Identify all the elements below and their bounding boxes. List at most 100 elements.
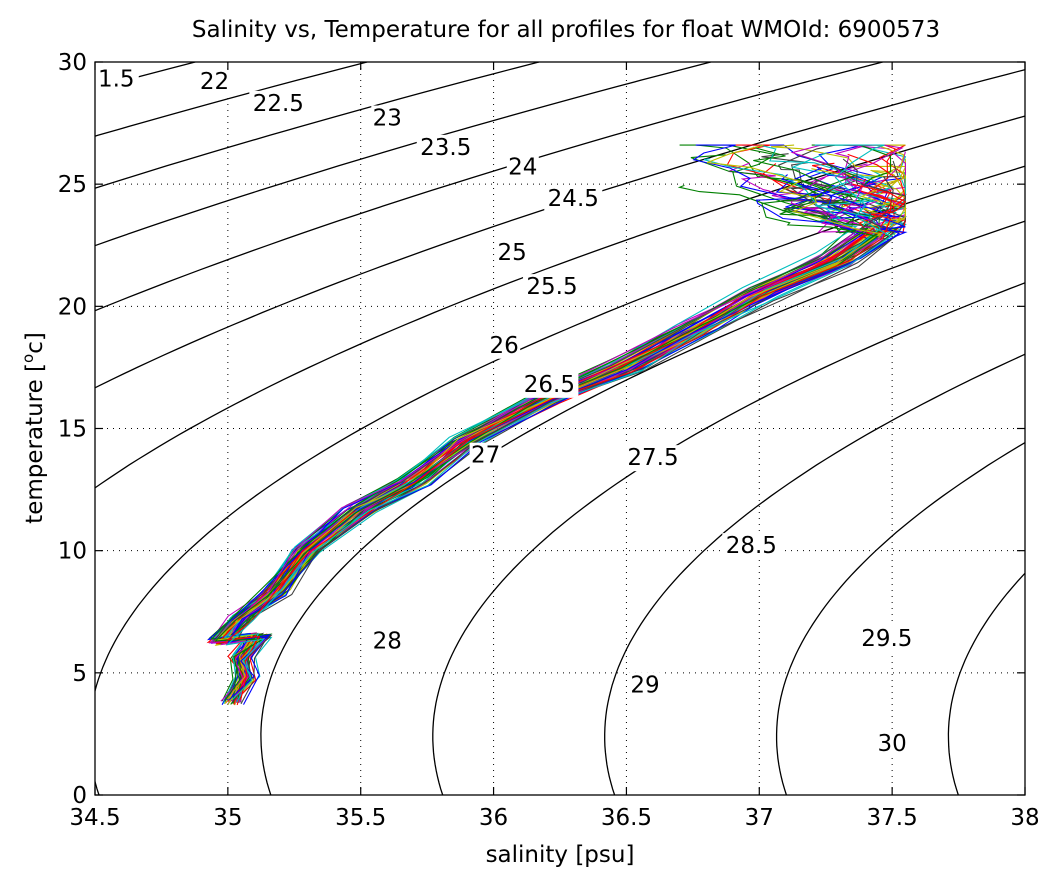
float-profile-line bbox=[208, 176, 867, 702]
contour-label: 30 bbox=[878, 731, 907, 757]
contour-label: 26.5 bbox=[524, 372, 575, 398]
density-contour bbox=[775, 441, 1025, 795]
float-profile-line bbox=[216, 163, 906, 704]
contour-label-bg bbox=[488, 332, 521, 359]
float-profile-line bbox=[213, 164, 906, 706]
float-profile-line bbox=[206, 162, 895, 703]
contour-label: 28 bbox=[373, 628, 402, 654]
contour-label-bg bbox=[506, 154, 539, 181]
float-profile-line bbox=[227, 177, 886, 700]
float-profile-line bbox=[229, 152, 899, 703]
float-profile-line bbox=[222, 169, 907, 701]
float-profile-line bbox=[222, 144, 876, 701]
x-tick-label: 37 bbox=[745, 805, 774, 831]
float-profile-line bbox=[212, 153, 907, 700]
contour-label-bg bbox=[857, 625, 916, 652]
float-profile-line bbox=[220, 144, 884, 702]
contour-label: 25 bbox=[498, 240, 527, 266]
float-profile-line bbox=[206, 174, 866, 701]
float-profile-line bbox=[224, 158, 906, 701]
float-profile-line bbox=[215, 178, 892, 701]
float-profile-line bbox=[223, 157, 882, 703]
contour-label: 29.5 bbox=[861, 626, 912, 652]
contour-label-bg bbox=[629, 672, 662, 699]
float-profile-line bbox=[210, 144, 864, 702]
contour-label-bg bbox=[544, 186, 603, 213]
x-tick-label: 35 bbox=[213, 805, 242, 831]
y-tick-label: 20 bbox=[58, 294, 87, 320]
density-contour bbox=[95, 68, 1025, 389]
float-profile-line bbox=[224, 163, 894, 704]
contour-label-bg bbox=[371, 628, 404, 655]
contour-label: 22 bbox=[200, 69, 229, 95]
float-profile-line bbox=[224, 144, 906, 700]
density-contour bbox=[432, 282, 1025, 795]
float-profile-line bbox=[220, 170, 906, 705]
y-tick-label: 0 bbox=[72, 783, 87, 809]
float-profile-line bbox=[220, 144, 904, 702]
y-axis-label-text: temperature [ bbox=[22, 363, 48, 524]
contour-label-bg bbox=[496, 239, 529, 266]
x-axis-label: salinity [psu] bbox=[486, 842, 635, 868]
density-contour bbox=[604, 353, 1025, 795]
contour-label-bg bbox=[249, 90, 308, 117]
float-profile-line bbox=[223, 195, 885, 703]
y-tick-label: 5 bbox=[72, 661, 87, 687]
float-profile-line bbox=[213, 177, 906, 704]
float-profile-line bbox=[227, 185, 908, 701]
density-contour bbox=[95, 62, 368, 137]
contour-label-bg bbox=[198, 68, 231, 95]
axis-ticks: 34.5 35 35.5 36 36.5 37 37.5 38 0 5 10 15 20 25 30 bbox=[58, 50, 1040, 831]
contour-label: 27.5 bbox=[627, 445, 678, 471]
contour-label-bg bbox=[93, 66, 139, 93]
y-axis-label-unit: c] bbox=[22, 332, 48, 354]
x-tick-label: 36 bbox=[479, 805, 508, 831]
x-tick-label: 36.5 bbox=[601, 805, 652, 831]
y-tick-label: 10 bbox=[58, 539, 87, 565]
x-tick-label: 34.5 bbox=[69, 805, 120, 831]
x-tick-label: 37.5 bbox=[867, 805, 918, 831]
float-profile-line bbox=[225, 144, 892, 700]
float-profile-line bbox=[227, 144, 885, 700]
float-profile-line bbox=[218, 144, 906, 703]
y-axis-label-sup: o bbox=[19, 354, 37, 363]
y-tick-label: 25 bbox=[58, 172, 87, 198]
contour-label: 28.5 bbox=[726, 533, 777, 559]
float-profile-line bbox=[211, 162, 870, 700]
contour-label-bg bbox=[416, 134, 475, 161]
float-profile-line bbox=[214, 177, 902, 705]
contour-label-bg bbox=[371, 105, 404, 132]
float-profile-line bbox=[225, 144, 906, 701]
float-profile-line bbox=[214, 179, 869, 701]
float-profile-line bbox=[214, 144, 882, 700]
float-profile-line bbox=[214, 169, 907, 705]
float-profile-line bbox=[226, 168, 906, 701]
density-contour bbox=[95, 62, 540, 189]
float-profile-line bbox=[228, 144, 897, 700]
contour-label: 23.5 bbox=[420, 135, 471, 161]
x-tick-label: 35.5 bbox=[335, 805, 386, 831]
float-profile-line bbox=[218, 175, 908, 706]
contour-label: 25.5 bbox=[526, 274, 577, 300]
y-tick-label: 30 bbox=[58, 50, 87, 76]
float-profile-line bbox=[210, 172, 906, 701]
contour-label: 24.5 bbox=[548, 186, 599, 212]
contour-label: 27 bbox=[471, 443, 500, 469]
contour-label: 24 bbox=[508, 154, 537, 180]
float-profile-line bbox=[212, 160, 899, 703]
float-profile-line bbox=[215, 166, 906, 702]
float-profiles bbox=[206, 144, 908, 706]
float-profile-line bbox=[231, 158, 906, 703]
density-contour bbox=[95, 62, 711, 247]
float-profile-line bbox=[214, 169, 906, 700]
contour-label-bg bbox=[876, 731, 909, 758]
contour-label: 29 bbox=[630, 672, 659, 698]
density-contour bbox=[947, 572, 1025, 795]
contour-label-bg bbox=[520, 371, 579, 398]
float-profile-line bbox=[214, 162, 879, 701]
chart-title: Salinity vs, Temperature for all profile… bbox=[192, 17, 940, 43]
contour-label: 26 bbox=[490, 333, 519, 359]
contour-label-bg bbox=[469, 442, 502, 469]
float-profile-line bbox=[223, 167, 907, 701]
